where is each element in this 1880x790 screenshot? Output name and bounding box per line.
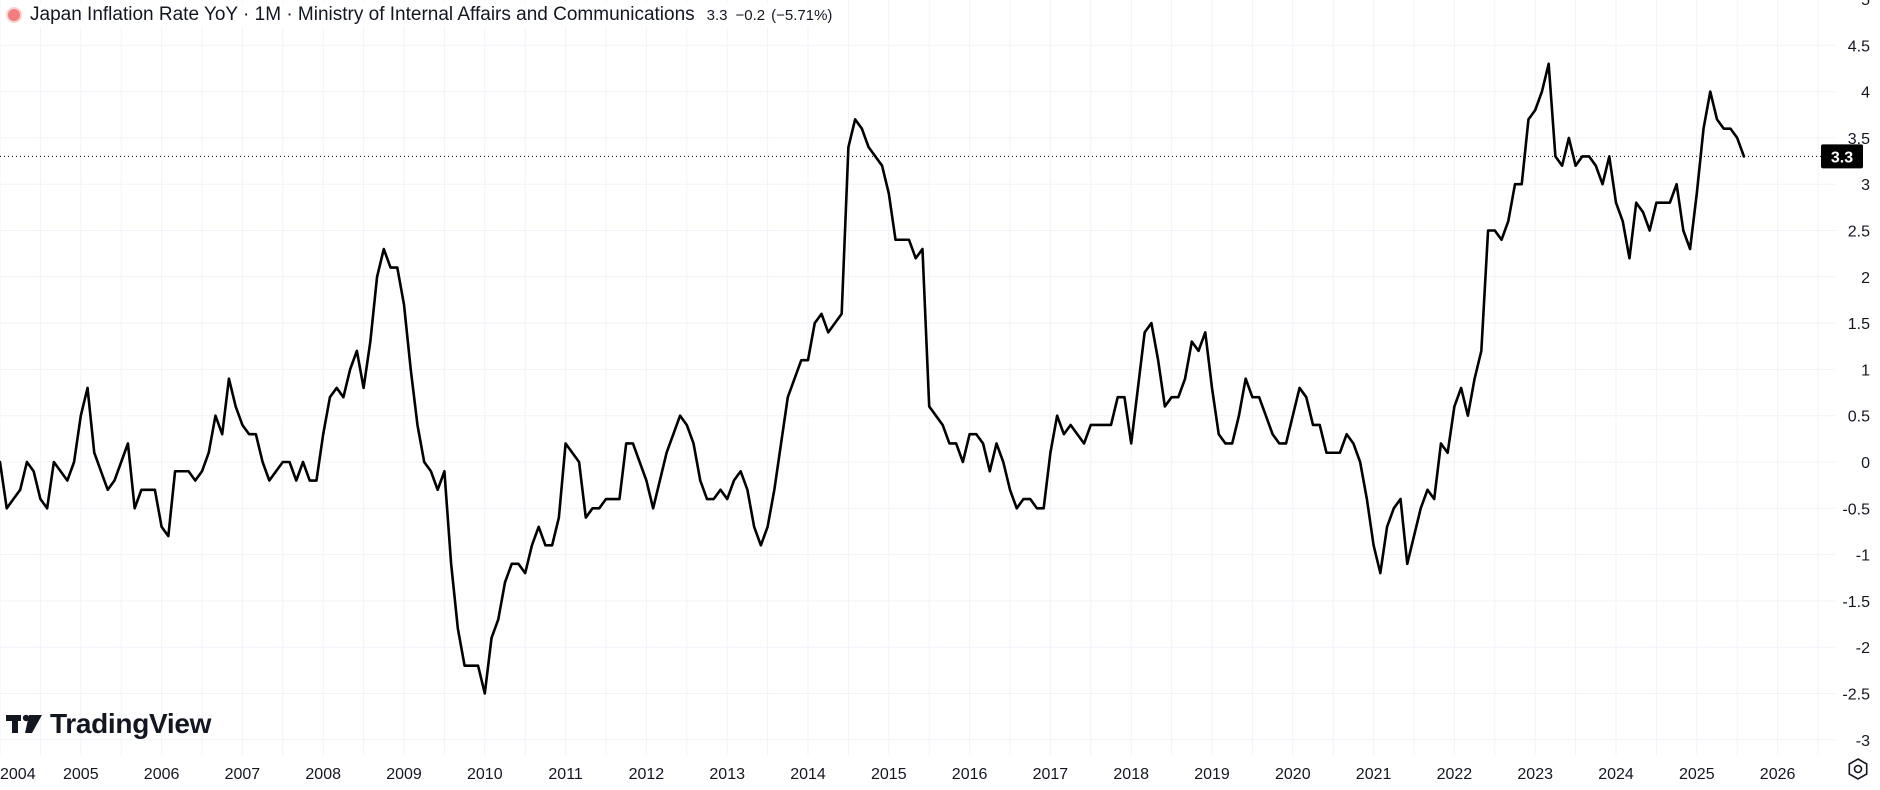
x-tick-label: 2026 (1760, 766, 1796, 783)
legend-change-percent: (−5.71%) (771, 6, 833, 24)
series-status-dot (8, 9, 20, 21)
x-tick-label: 2024 (1598, 766, 1634, 783)
series-layer (0, 62, 1746, 695)
chart-legend[interactable]: Japan Inflation Rate YoY · 1M · Ministry… (8, 2, 839, 28)
y-tick-label: 1 (1861, 362, 1870, 379)
x-tick-label: 2013 (709, 766, 745, 783)
x-tick-label: 2015 (871, 766, 907, 783)
x-tick-label: 2019 (1194, 766, 1230, 783)
x-tick-label: 2023 (1517, 766, 1553, 783)
y-tick-label: 2 (1861, 270, 1870, 287)
last-value-label-group: 3.3 (1821, 144, 1863, 169)
tradingview-logo-icon (6, 714, 42, 733)
y-tick-label: 5 (1861, 0, 1870, 9)
y-tick-label: -1.5 (1842, 594, 1870, 611)
x-tick-label: 2008 (305, 766, 341, 783)
x-tick-label: 2005 (63, 766, 99, 783)
x-tick-label: 2021 (1356, 766, 1392, 783)
x-tick-label: 2010 (467, 766, 503, 783)
brand-name: TradingView (50, 708, 212, 739)
x-tick-label: 2017 (1033, 766, 1069, 783)
y-tick-label: -3 (1856, 733, 1870, 750)
y-tick-label: 0.5 (1848, 409, 1870, 426)
x-tick-label: 2016 (952, 766, 988, 783)
settings-gear-icon[interactable] (1846, 757, 1870, 781)
grid (0, 0, 1835, 755)
last-value-label-bg (1821, 144, 1863, 169)
x-tick-label: 2006 (144, 766, 180, 783)
x-tick-label: 2009 (386, 766, 422, 783)
y-tick-label: 4.5 (1848, 38, 1870, 55)
x-tick-label: 2011 (548, 766, 583, 783)
legend-change: −0.2 (735, 6, 766, 24)
y-tick-label: 0 (1861, 455, 1870, 472)
x-axis[interactable]: 2004 2005 2006 2007 2008 2009 2010 2011 2012 2013… (0, 766, 1795, 783)
series-line (0, 62, 1746, 695)
y-axis[interactable]: 5 4.5 4 3.5 3 2.5 2 1.5 1 0.5 0 -0.5 -1 -1.5 -2 -2.5 -3 (1842, 0, 1870, 750)
y-tick-label: -1 (1856, 548, 1870, 565)
x-tick-label: 2007 (225, 766, 261, 783)
tradingview-watermark[interactable]: TradingView (6, 708, 211, 740)
y-tick-label: 1.5 (1848, 316, 1870, 333)
y-tick-label: 4 (1861, 85, 1870, 102)
y-tick-label: -2.5 (1842, 687, 1870, 704)
y-tick-label: 2.5 (1848, 224, 1870, 241)
y-tick-label: 3 (1861, 177, 1870, 194)
x-tick-label: 2014 (790, 766, 826, 783)
last-value-label: 3.3 (1831, 149, 1853, 166)
x-tick-label: 2018 (1113, 766, 1149, 783)
x-tick-label: 2004 (0, 766, 36, 783)
legend-value: 3.3 (706, 6, 728, 24)
x-tick-label: 2022 (1437, 766, 1473, 783)
x-tick-label: 2012 (629, 766, 665, 783)
x-tick-label: 2025 (1679, 766, 1715, 783)
x-tick-label: 2020 (1275, 766, 1311, 783)
y-tick-label: -0.5 (1842, 501, 1870, 518)
y-tick-label: 3.5 (1848, 131, 1870, 148)
legend-title: Japan Inflation Rate YoY · 1M · Ministry… (30, 4, 695, 25)
y-tick-label: -2 (1856, 640, 1870, 657)
